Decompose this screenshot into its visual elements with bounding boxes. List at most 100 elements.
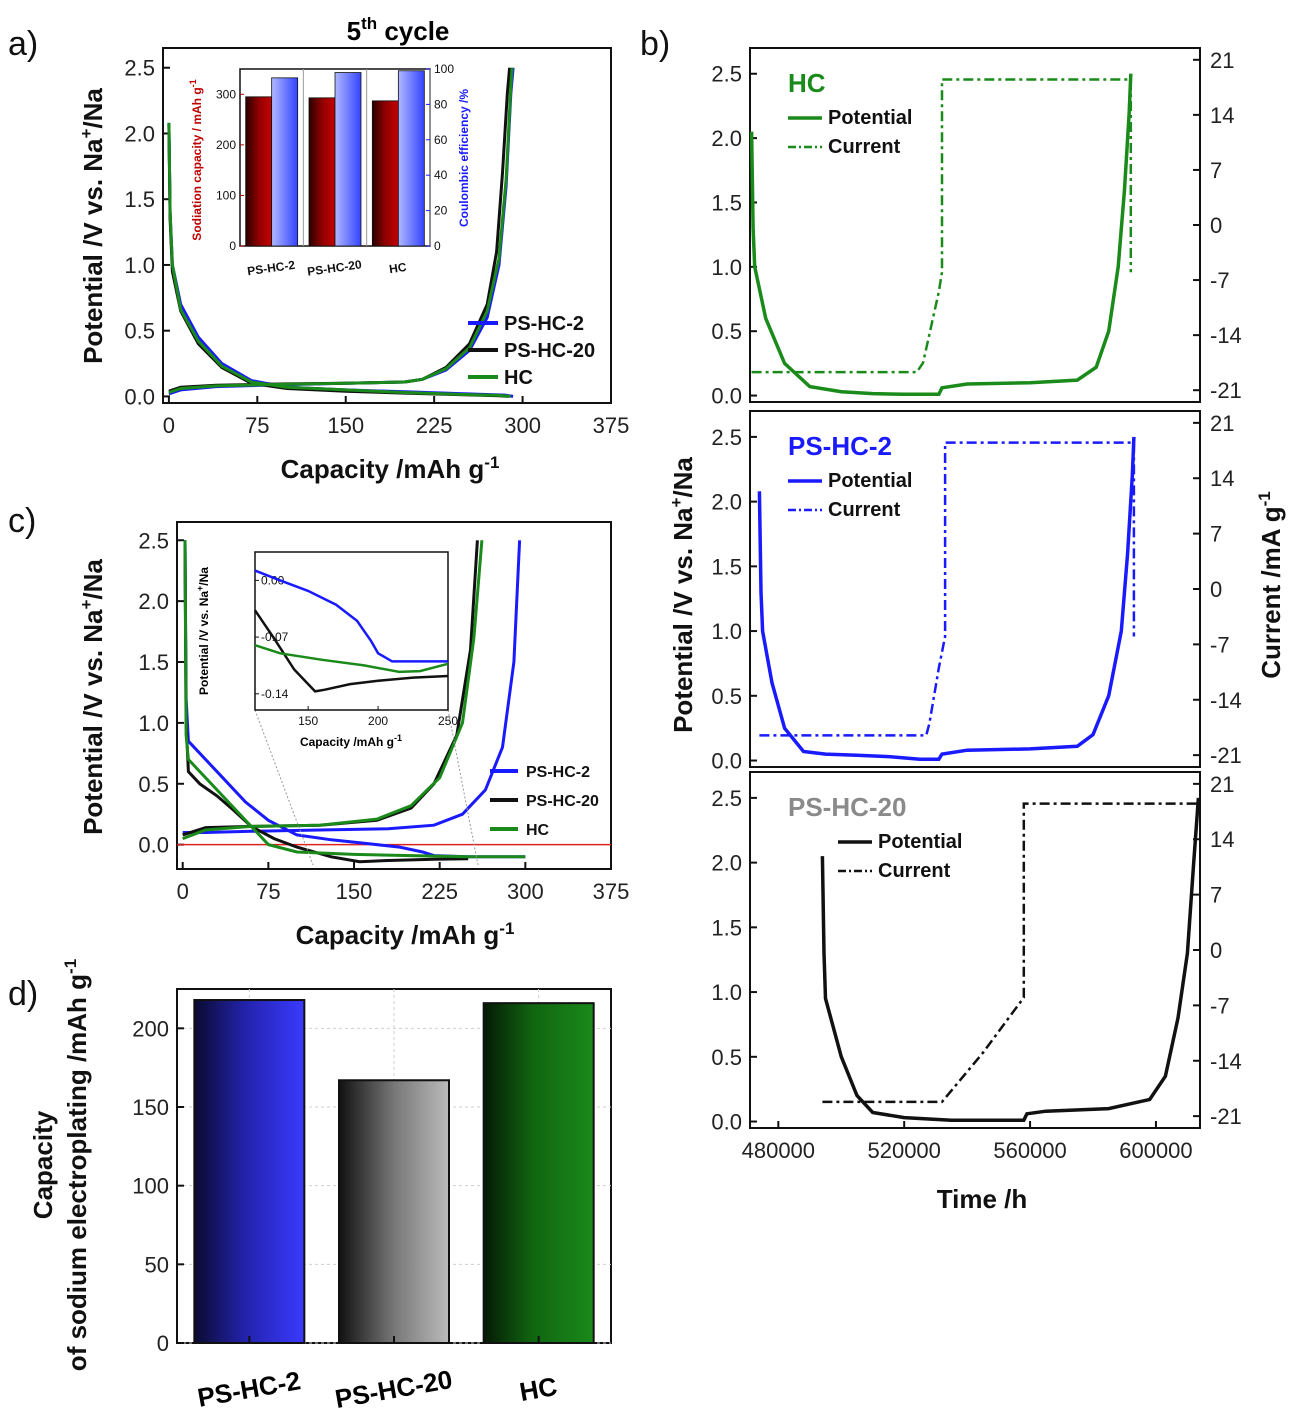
- x-tick-label: 300: [507, 879, 544, 904]
- x-tick-label: 225: [416, 413, 453, 438]
- x-tick-label: PS-HC-2: [195, 1365, 303, 1413]
- inset-y-tick-label: -0.07: [261, 630, 289, 644]
- x-tick-label: 300: [504, 413, 541, 438]
- panel-b-y-label: Potential /V vs. Na+/Na: [667, 457, 698, 733]
- x-tick-label: 600000: [1119, 1138, 1192, 1163]
- panel-b-subplot-hc: 0.0 0.5 1.0 1.5 2.0 2.5 -21 -14 -7 0 7 14 21 HCPotent…: [711, 47, 1242, 409]
- y-right-tick-label: 14: [1210, 466, 1234, 491]
- panel-b-y-right-label: Current /mA g-1: [1255, 491, 1286, 679]
- y-tick-label: 200: [132, 1016, 169, 1041]
- current-line-ps-hc-2: [759, 441, 1136, 737]
- line-charge-hc: [182, 540, 484, 841]
- subplot-title: PS-HC-20: [788, 792, 906, 822]
- x-tick-label: 0: [163, 413, 175, 438]
- y-right-tick-label: 14: [1210, 827, 1234, 852]
- inset-category-label: PS-HC-20: [306, 257, 362, 279]
- panel-c: c) 0 75 150 225 300 375 0.0 0.5 1.0 1.5 2.0 2.5 Ca…: [8, 502, 629, 950]
- y-tick-label: 0.0: [124, 384, 155, 409]
- y-tick-label: 2.5: [138, 528, 169, 553]
- y-right-tick-label: -7: [1210, 993, 1230, 1018]
- y-right-tick-label: 0: [1210, 938, 1222, 963]
- inset-right-tick-label: 80: [434, 97, 448, 111]
- inset-left-tick-label: 100: [216, 188, 236, 202]
- y-tick-label: 0.0: [711, 749, 742, 774]
- panel-b-subplot-ps-hc-2: 0.0 0.5 1.0 1.5 2.0 2.5 -21 -14 -7 0 7 14 21 PS-HC-2 P…: [711, 410, 1242, 774]
- inset-left-tick-label: 300: [216, 87, 236, 101]
- legend-label-potential: Potential: [828, 470, 912, 492]
- y-right-tick-label: -14: [1210, 323, 1242, 348]
- panel-d-y-label-line2: of sodium electroplating /mAh g-1: [61, 959, 92, 1371]
- line-discharge-hc: [167, 122, 511, 398]
- panel-c-legend: PS-HC-2 PS-HC-20 HC: [490, 764, 599, 839]
- zoom-guide-left: [254, 709, 314, 866]
- panel-a-lines: [167, 67, 515, 398]
- subplot-frame: [749, 771, 1201, 1129]
- x-tick-label: HC: [517, 1371, 559, 1407]
- y-tick-label: 1.5: [124, 187, 155, 212]
- y-tick-label: 1.5: [711, 554, 742, 579]
- inset-right-tick-label: 0: [434, 239, 441, 253]
- inset-right-tick-label: 20: [434, 204, 448, 218]
- y-right-tick-label: -21: [1210, 743, 1242, 768]
- y-right-tick-label: 21: [1210, 48, 1234, 73]
- x-tick-label: 480000: [742, 1138, 815, 1163]
- inset-bar-efficiency-ps-hc-20: [334, 72, 362, 247]
- y-right-tick-label: 7: [1210, 883, 1222, 908]
- x-tick-label: 0: [177, 879, 189, 904]
- line-charge-hc: [168, 67, 514, 394]
- inset-c-y-label: Potential /V vs. Na+/Na: [195, 567, 211, 695]
- current-line-hc: [751, 78, 1133, 374]
- y-tick-label: 0.0: [711, 1110, 742, 1135]
- y-tick-label: 2.5: [711, 62, 742, 87]
- subplot-title: PS-HC-2: [788, 431, 892, 461]
- inset-left-tick-label: 0: [229, 239, 236, 253]
- y-tick-label: 2.0: [138, 589, 169, 614]
- inset-a-right-label: Coulombic efficiency /%: [457, 89, 471, 227]
- line-charge-ps-hc-2: [182, 540, 522, 834]
- panel-a-y-label: Potential /V vs. Na+/Na: [77, 88, 108, 364]
- y-tick-label: 2.5: [711, 786, 742, 811]
- panel-label-d: d): [8, 975, 38, 1013]
- x-tick-label: 75: [245, 413, 269, 438]
- legend-label-potential: Potential: [878, 831, 962, 853]
- panel-c-y-ticks: 0.0 0.5 1.0 1.5 2.0 2.5: [138, 528, 184, 858]
- inset-right-tick-label: 40: [434, 168, 448, 182]
- panel-label-b: b): [640, 25, 670, 63]
- legend-label-ps-hc-2: PS-HC-2: [504, 313, 584, 335]
- y-tick-label: 2.0: [711, 851, 742, 876]
- subplot-title: HC: [788, 68, 826, 98]
- panel-b-subplot-ps-hc-20: 0.0 0.5 1.0 1.5 2.0 2.5 -21 -14 -7 0 7 14 21 480000 52…: [711, 771, 1242, 1163]
- current-line-ps-hc-20: [822, 802, 1199, 1104]
- potential-line-ps-hc-20: [820, 797, 1201, 1122]
- legend-label-current: Current: [828, 136, 901, 158]
- inset-bar-capacity-ps-hc-20: [308, 97, 336, 247]
- panel-d-y-label-line1: Capacity: [28, 1110, 58, 1219]
- panel-c-x-ticks: 0 75 150 225 300 375: [177, 862, 630, 904]
- x-tick-label: 560000: [993, 1138, 1066, 1163]
- inset-line-hc: [254, 644, 449, 674]
- panel-label-a: a): [8, 25, 38, 63]
- y-right-tick-label: 7: [1210, 158, 1222, 183]
- y-tick-label: 1.0: [138, 711, 169, 736]
- potential-line-ps-hc-2: [757, 436, 1136, 761]
- inset-bar-capacity-hc: [371, 100, 399, 247]
- x-tick-label: PS-HC-20: [333, 1364, 455, 1414]
- panel-b-x-label: Time /h: [937, 1184, 1028, 1214]
- y-tick-label: 50: [145, 1252, 169, 1277]
- y-tick-label: 100: [132, 1174, 169, 1199]
- inset-y-tick-label: 0.00: [261, 573, 285, 587]
- y-right-tick-label: 0: [1210, 213, 1222, 238]
- x-tick-label: 375: [593, 879, 630, 904]
- y-right-tick-label: -21: [1210, 1104, 1242, 1129]
- subplot-frame: [749, 47, 1201, 403]
- inset-bar-efficiency-ps-hc-2: [271, 77, 299, 247]
- y-right-tick-label: -7: [1210, 268, 1230, 293]
- y-tick-label: 1.0: [711, 619, 742, 644]
- potential-line-hc: [749, 73, 1133, 397]
- y-right-tick-label: -14: [1210, 1049, 1242, 1074]
- legend-label-ps-hc-2: PS-HC-2: [526, 764, 590, 781]
- y-tick-label: 1.5: [711, 190, 742, 215]
- y-tick-label: 2.0: [711, 490, 742, 515]
- panel-c-plot-frame: [176, 521, 612, 870]
